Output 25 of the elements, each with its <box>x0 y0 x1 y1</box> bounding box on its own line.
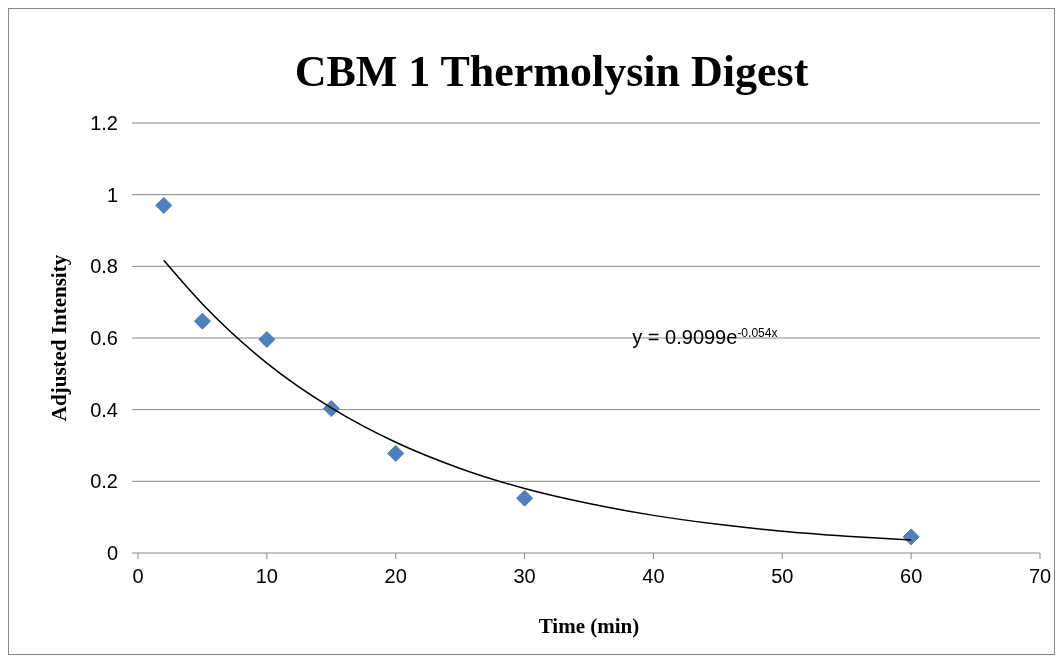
y-tick-label: 0.6 <box>90 327 118 349</box>
y-tick-label: 0.4 <box>90 398 118 421</box>
annotation: y = 0.9099e$^{-0.054x}$ <box>632 326 778 349</box>
x-tick-label: 40 <box>642 565 665 587</box>
x-tick-label: 10 <box>255 565 278 587</box>
x-tick-label: 70 <box>1028 565 1052 587</box>
point <box>516 489 533 507</box>
y-tick-label: 0 <box>106 542 118 564</box>
point <box>387 444 405 462</box>
point <box>258 331 276 348</box>
x-tick-label: 0 <box>132 565 144 587</box>
x-tick-label: 30 <box>513 565 536 587</box>
point <box>194 312 211 330</box>
point <box>902 528 920 546</box>
chart-title: CBM 1 Thermolysin Digest <box>294 47 809 96</box>
y-tick-label: 0.2 <box>90 470 118 493</box>
point <box>155 197 173 214</box>
y-tick-label: 1 <box>106 183 118 206</box>
y-tick-label: 1.2 <box>90 112 118 134</box>
x-tick-label: 50 <box>771 565 794 587</box>
x-tick-label: 20 <box>384 565 407 587</box>
x-axis-title: Time (min) <box>538 614 640 638</box>
x-tick-label: 60 <box>900 565 923 587</box>
y-axis-title: Adjusted Intensity <box>47 254 71 422</box>
y-tick-label: 0.8 <box>90 255 118 278</box>
